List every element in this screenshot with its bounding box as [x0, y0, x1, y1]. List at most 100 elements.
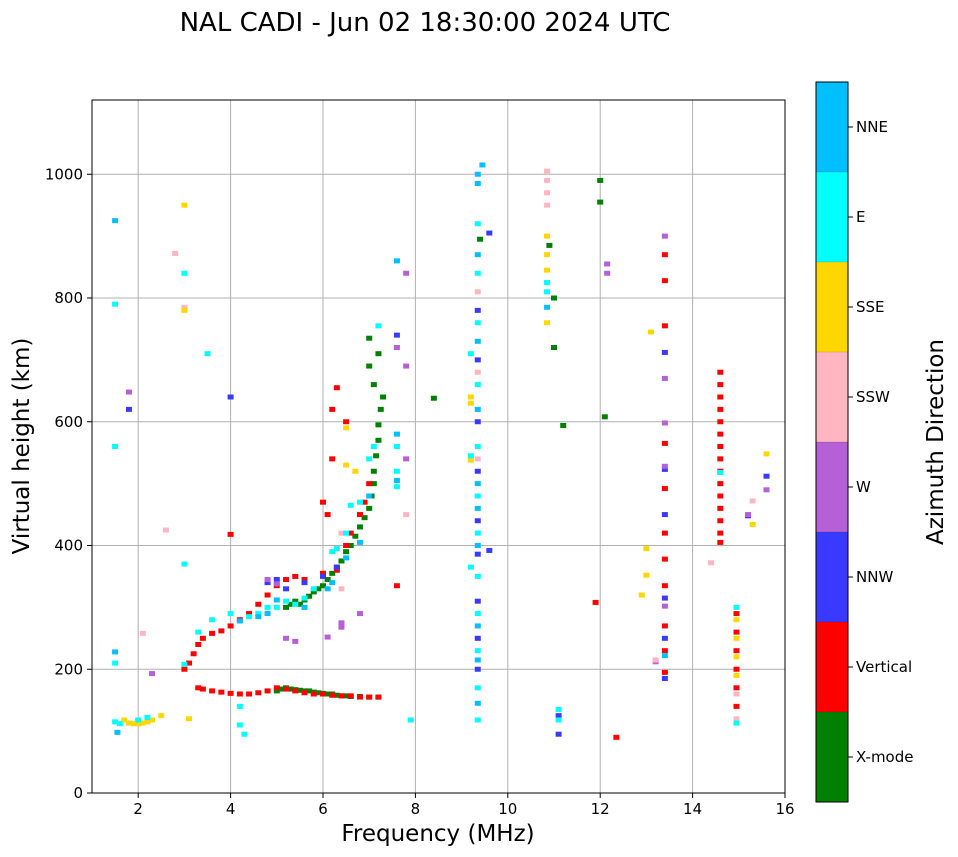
data-point	[544, 168, 551, 174]
data-point	[474, 530, 481, 536]
data-point	[474, 518, 481, 524]
data-point	[273, 688, 280, 694]
data-point	[717, 493, 724, 499]
data-point	[474, 551, 481, 557]
data-point	[733, 635, 740, 641]
data-point	[661, 233, 668, 239]
data-point	[370, 444, 377, 449]
data-point	[227, 531, 234, 537]
colorbar-tick-label: Vertical	[856, 658, 912, 676]
x-tick-label: 14	[683, 800, 702, 818]
data-point	[474, 171, 481, 177]
data-point	[393, 258, 400, 264]
data-point	[474, 543, 481, 548]
data-point	[301, 604, 308, 610]
data-point	[144, 715, 151, 721]
data-point	[338, 693, 345, 699]
y-tick-label: 1000	[45, 165, 83, 183]
data-point	[745, 512, 752, 518]
data-point	[324, 577, 331, 583]
data-point	[273, 581, 280, 587]
data-point	[717, 518, 724, 524]
data-point	[592, 599, 599, 605]
data-point	[661, 375, 668, 381]
data-point	[733, 672, 740, 678]
data-point	[474, 357, 481, 363]
data-point	[604, 261, 611, 267]
data-point	[264, 580, 271, 586]
colorbar-label: Azimuth Direction	[923, 339, 949, 545]
data-point	[474, 573, 481, 579]
data-point	[162, 527, 169, 533]
data-point	[474, 700, 481, 706]
data-point	[661, 595, 668, 601]
data-point	[301, 580, 308, 586]
data-point	[301, 595, 308, 601]
data-point	[283, 686, 290, 692]
data-point	[361, 515, 368, 521]
plot-area-frame	[91, 99, 786, 794]
data-point	[544, 177, 551, 183]
data-point	[329, 692, 336, 698]
data-point	[544, 320, 551, 326]
data-point	[380, 394, 387, 400]
data-point	[717, 539, 724, 545]
data-point	[361, 499, 368, 505]
data-point	[467, 453, 474, 459]
data-point	[301, 577, 308, 583]
data-point	[320, 499, 326, 505]
data-point	[315, 586, 322, 592]
data-point	[613, 734, 620, 740]
data-point	[343, 530, 350, 536]
data-point	[661, 676, 668, 682]
data-point	[763, 487, 770, 493]
data-point	[661, 486, 668, 492]
data-point	[717, 469, 724, 475]
data-point	[283, 635, 290, 641]
data-point	[661, 583, 668, 589]
data-point	[733, 617, 740, 623]
data-point	[474, 481, 481, 487]
data-point	[343, 462, 350, 468]
data-point	[717, 431, 724, 437]
data-point	[486, 547, 493, 553]
data-point	[375, 694, 382, 700]
data-point	[474, 270, 481, 276]
data-point	[186, 716, 193, 722]
data-point	[717, 394, 724, 400]
data-point	[352, 468, 359, 474]
data-point	[467, 564, 474, 570]
data-point	[407, 717, 414, 723]
data-point	[393, 468, 400, 474]
data-point	[717, 444, 724, 449]
colorbar-tick-label: E	[856, 208, 865, 226]
data-point	[306, 593, 313, 599]
data-point	[474, 657, 481, 663]
data-point	[292, 638, 299, 644]
data-point	[467, 351, 474, 357]
data-point	[218, 628, 225, 634]
data-point	[347, 693, 354, 699]
data-point	[135, 717, 142, 723]
data-point	[377, 406, 384, 412]
data-point	[343, 419, 350, 425]
data-point	[474, 456, 481, 462]
data-point	[366, 456, 373, 462]
colorbar: X-mode Vertical NNW W SSW SSE E NNE	[815, 81, 913, 803]
data-point	[375, 323, 382, 329]
data-point	[597, 177, 604, 183]
data-point	[324, 691, 331, 697]
data-point	[555, 717, 562, 723]
data-point	[125, 720, 132, 726]
data-point	[329, 570, 336, 576]
y-tick-label: 200	[54, 660, 83, 678]
data-point	[643, 572, 650, 578]
data-point	[195, 685, 202, 691]
data-point	[546, 242, 553, 248]
data-point	[273, 604, 280, 610]
data-point	[255, 601, 262, 607]
data-point	[333, 546, 340, 552]
data-point	[652, 657, 659, 663]
data-point	[236, 703, 243, 709]
